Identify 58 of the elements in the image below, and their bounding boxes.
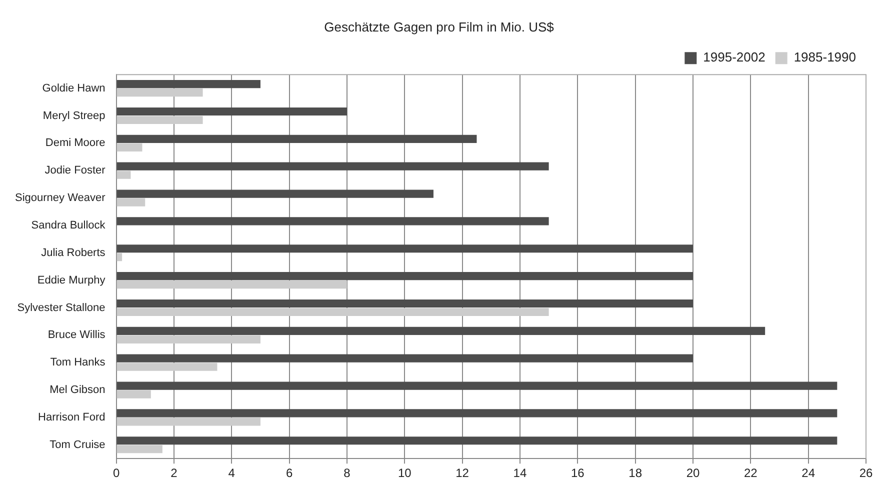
- y-tick-label: Eddie Murphy: [37, 274, 106, 286]
- bar: [116, 107, 347, 116]
- bar: [116, 253, 122, 262]
- y-tick-label: Demi Moore: [45, 137, 106, 150]
- bar: [116, 80, 260, 88]
- bar: [116, 190, 434, 198]
- y-tick-label: Harrison Ford: [38, 411, 106, 424]
- y-tick-label: Julia Roberts: [41, 246, 106, 259]
- y-tick-label: Mel Gibson: [50, 384, 106, 396]
- bar: [116, 280, 347, 289]
- bar: [116, 445, 162, 454]
- y-tick-label: Sigourney Weaver: [14, 192, 106, 204]
- x-tick-label: 18: [628, 466, 642, 480]
- y-tick-label: Goldie Hawn: [42, 82, 106, 94]
- bar: [116, 362, 218, 371]
- x-tick-label: 12: [456, 466, 470, 480]
- bar: [116, 326, 766, 335]
- x-tick-label: 4: [228, 466, 236, 480]
- bar: [116, 134, 477, 143]
- y-tick-label: Tom Hanks: [50, 356, 106, 369]
- bar: [116, 308, 549, 316]
- x-tick-label: 0: [112, 466, 120, 480]
- y-tick-label: Bruce Willis: [48, 329, 106, 342]
- x-tick-label: 24: [802, 466, 816, 480]
- bar: [116, 143, 142, 152]
- bar: [116, 418, 260, 426]
- x-tick-label: 10: [398, 466, 412, 480]
- bar: [116, 299, 693, 308]
- x-tick-label: 2: [170, 466, 178, 480]
- bar: [116, 198, 146, 206]
- x-tick-label: 16: [570, 466, 585, 480]
- bar: [116, 217, 549, 226]
- bar: [116, 335, 260, 344]
- x-tick-label: 6: [286, 466, 293, 480]
- bar: [116, 88, 203, 97]
- bar: [116, 354, 693, 362]
- x-tick-label: 20: [686, 466, 700, 480]
- y-tick-label: Jodie Foster: [44, 164, 106, 177]
- legend-label: 1995-2002: [703, 50, 766, 65]
- y-tick-label: Sandra Bullock: [31, 219, 106, 232]
- bar: [116, 116, 203, 124]
- bar: [116, 244, 693, 253]
- bar: [116, 436, 838, 445]
- bar: [116, 170, 131, 179]
- y-tick-label: Meryl Streep: [42, 110, 106, 122]
- bar: [116, 409, 838, 418]
- y-tick-label: Sylvester Stallone: [17, 302, 106, 314]
- y-tick-label: Tom Cruise: [50, 438, 106, 451]
- x-tick-label: 8: [344, 466, 351, 480]
- bar: [116, 382, 838, 390]
- chart-title: Geschätzte Gagen pro Film in Mio. US$: [324, 19, 555, 34]
- x-tick-label: 26: [859, 466, 873, 480]
- x-tick-label: 14: [513, 466, 527, 480]
- x-tick-label: 22: [744, 466, 758, 480]
- bar: [116, 390, 151, 398]
- bar: [116, 272, 693, 280]
- bar: [116, 162, 549, 170]
- legend-label: 1985-1990: [794, 50, 856, 65]
